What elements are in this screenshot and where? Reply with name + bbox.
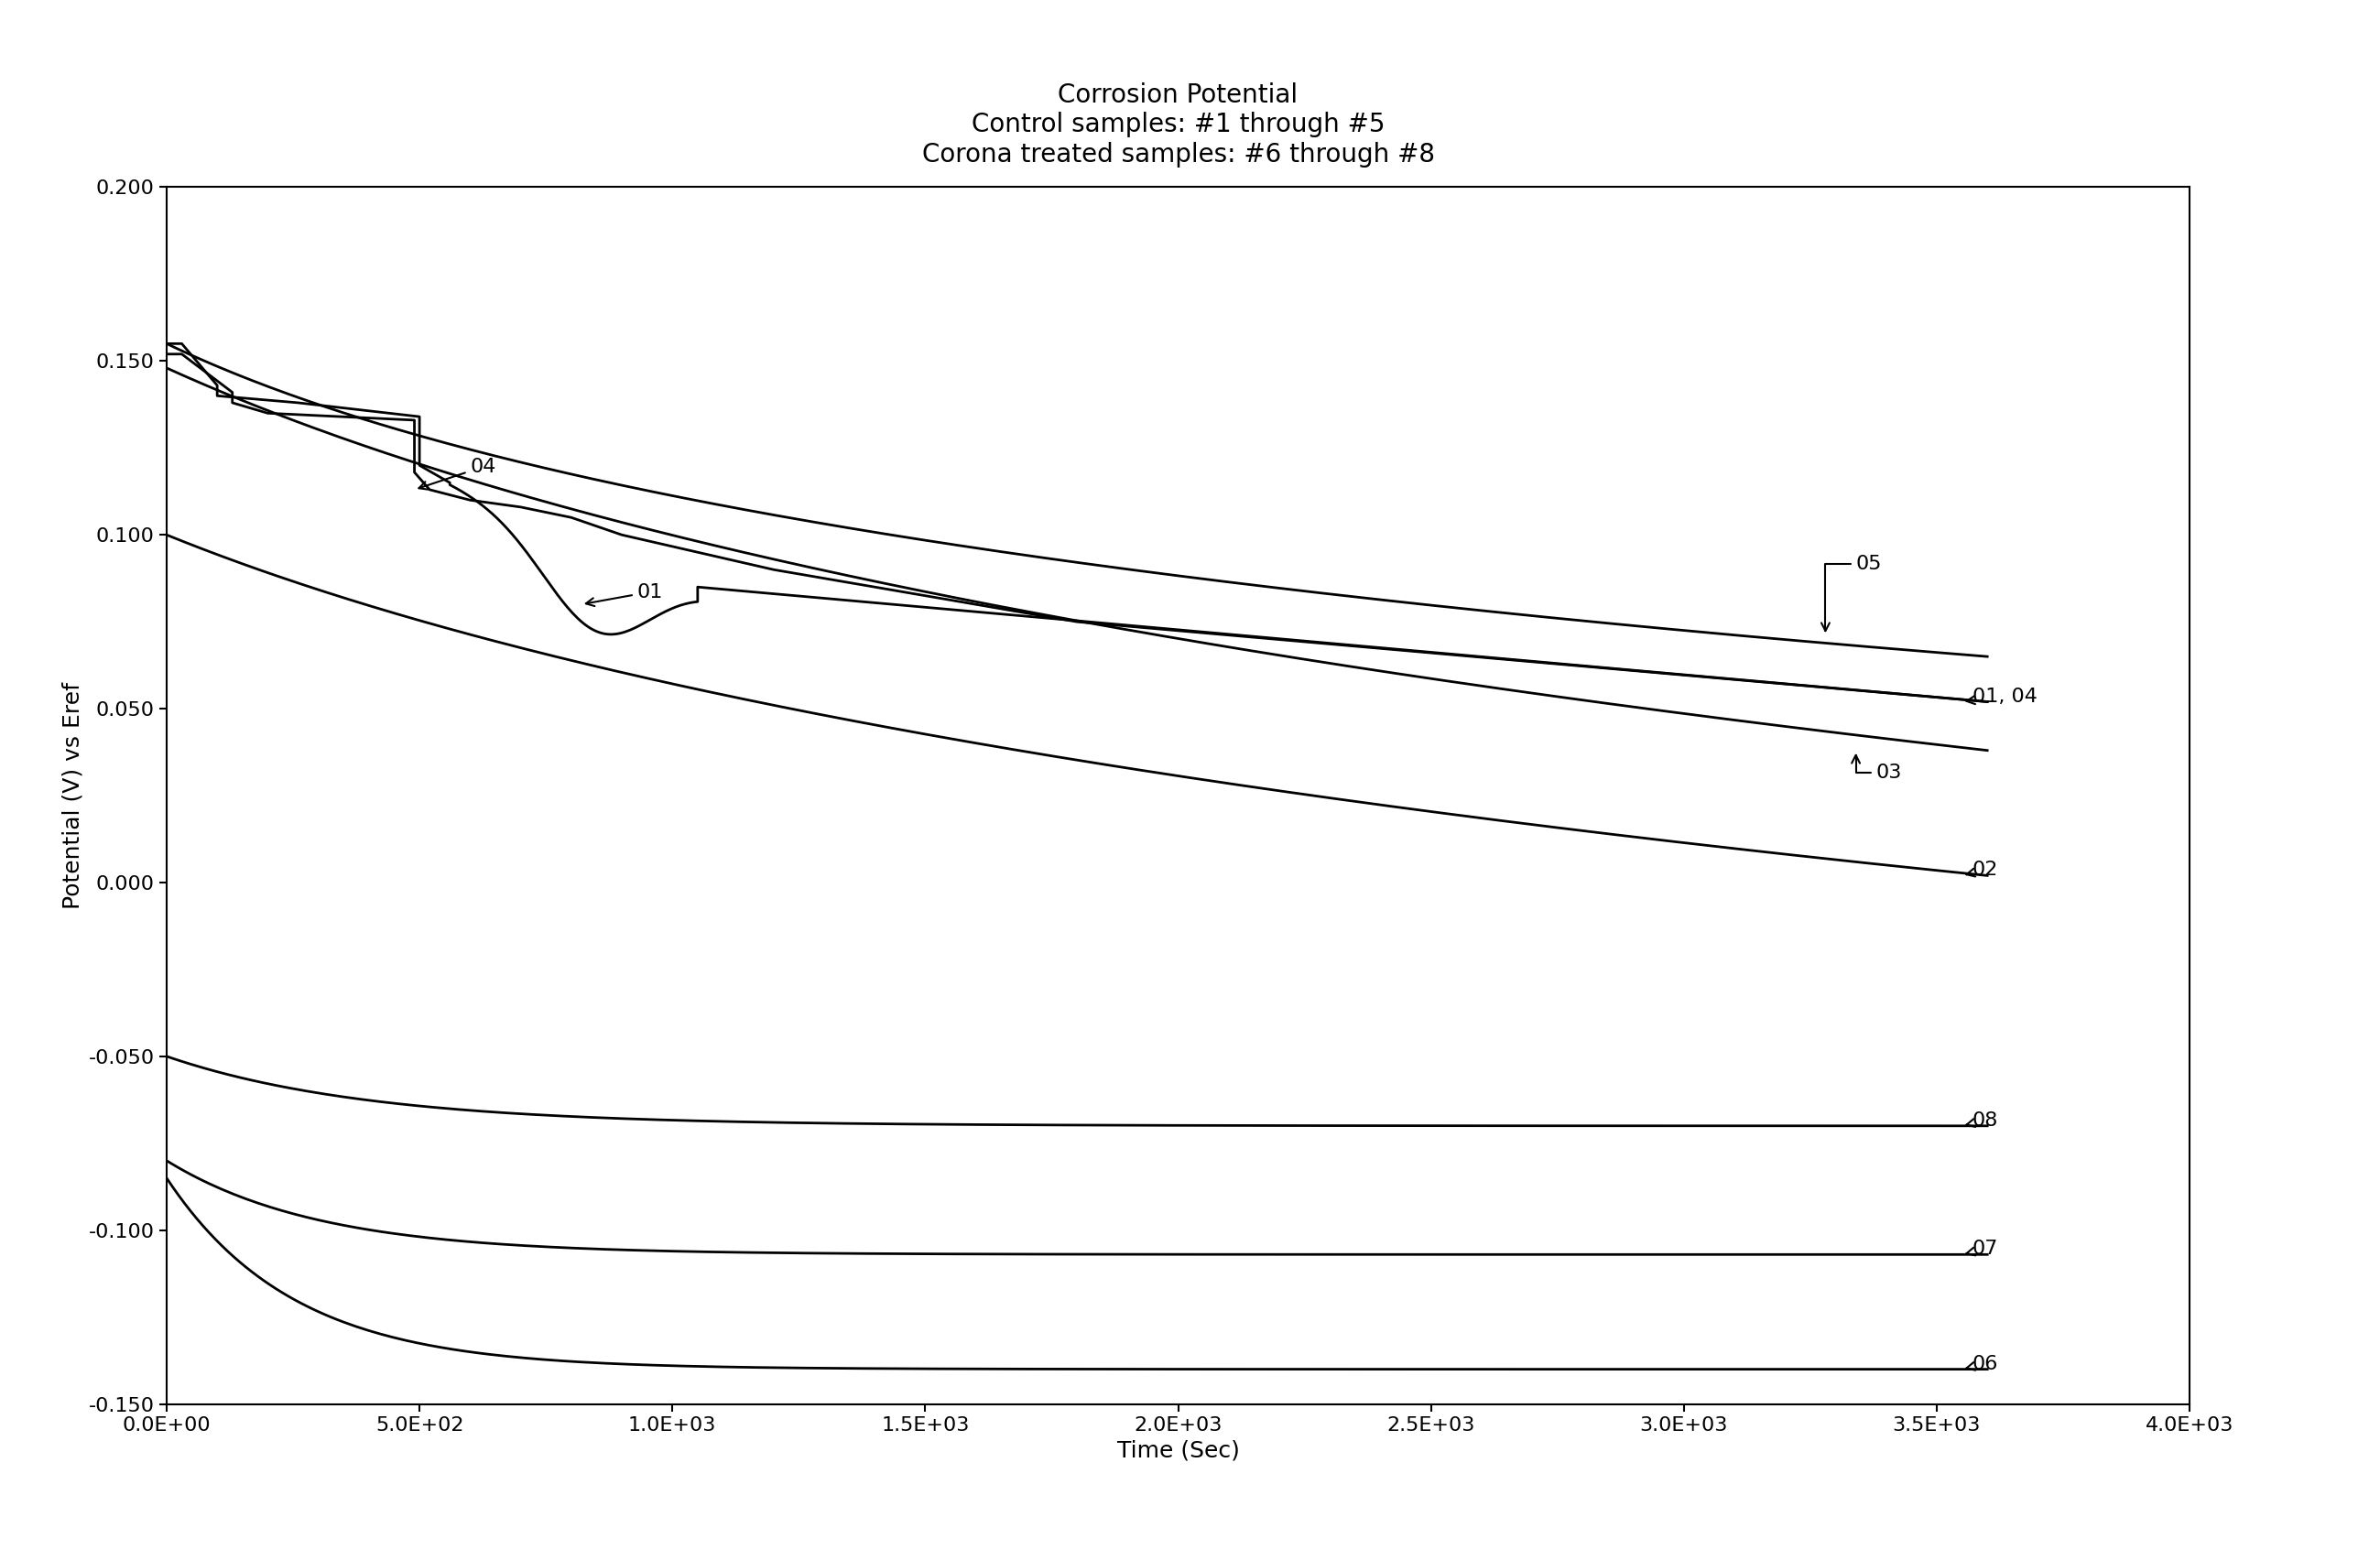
Title: Corrosion Potential
Control samples: #1 through #5
Corona treated samples: #6 th: Corrosion Potential Control samples: #1 … <box>921 83 1435 167</box>
Text: 08: 08 <box>1966 1111 1999 1129</box>
Y-axis label: Potential (V) vs Eref: Potential (V) vs Eref <box>62 682 83 909</box>
X-axis label: Time (Sec): Time (Sec) <box>1116 1440 1240 1462</box>
Text: 05: 05 <box>1821 555 1883 630</box>
Text: 07: 07 <box>1966 1240 1999 1259</box>
Text: 03: 03 <box>1852 755 1902 782</box>
Text: 01, 04: 01, 04 <box>1966 686 2037 705</box>
Text: 04: 04 <box>419 457 495 490</box>
Text: 02: 02 <box>1966 861 1999 880</box>
Text: 01: 01 <box>585 583 664 607</box>
Text: 06: 06 <box>1966 1354 1999 1373</box>
